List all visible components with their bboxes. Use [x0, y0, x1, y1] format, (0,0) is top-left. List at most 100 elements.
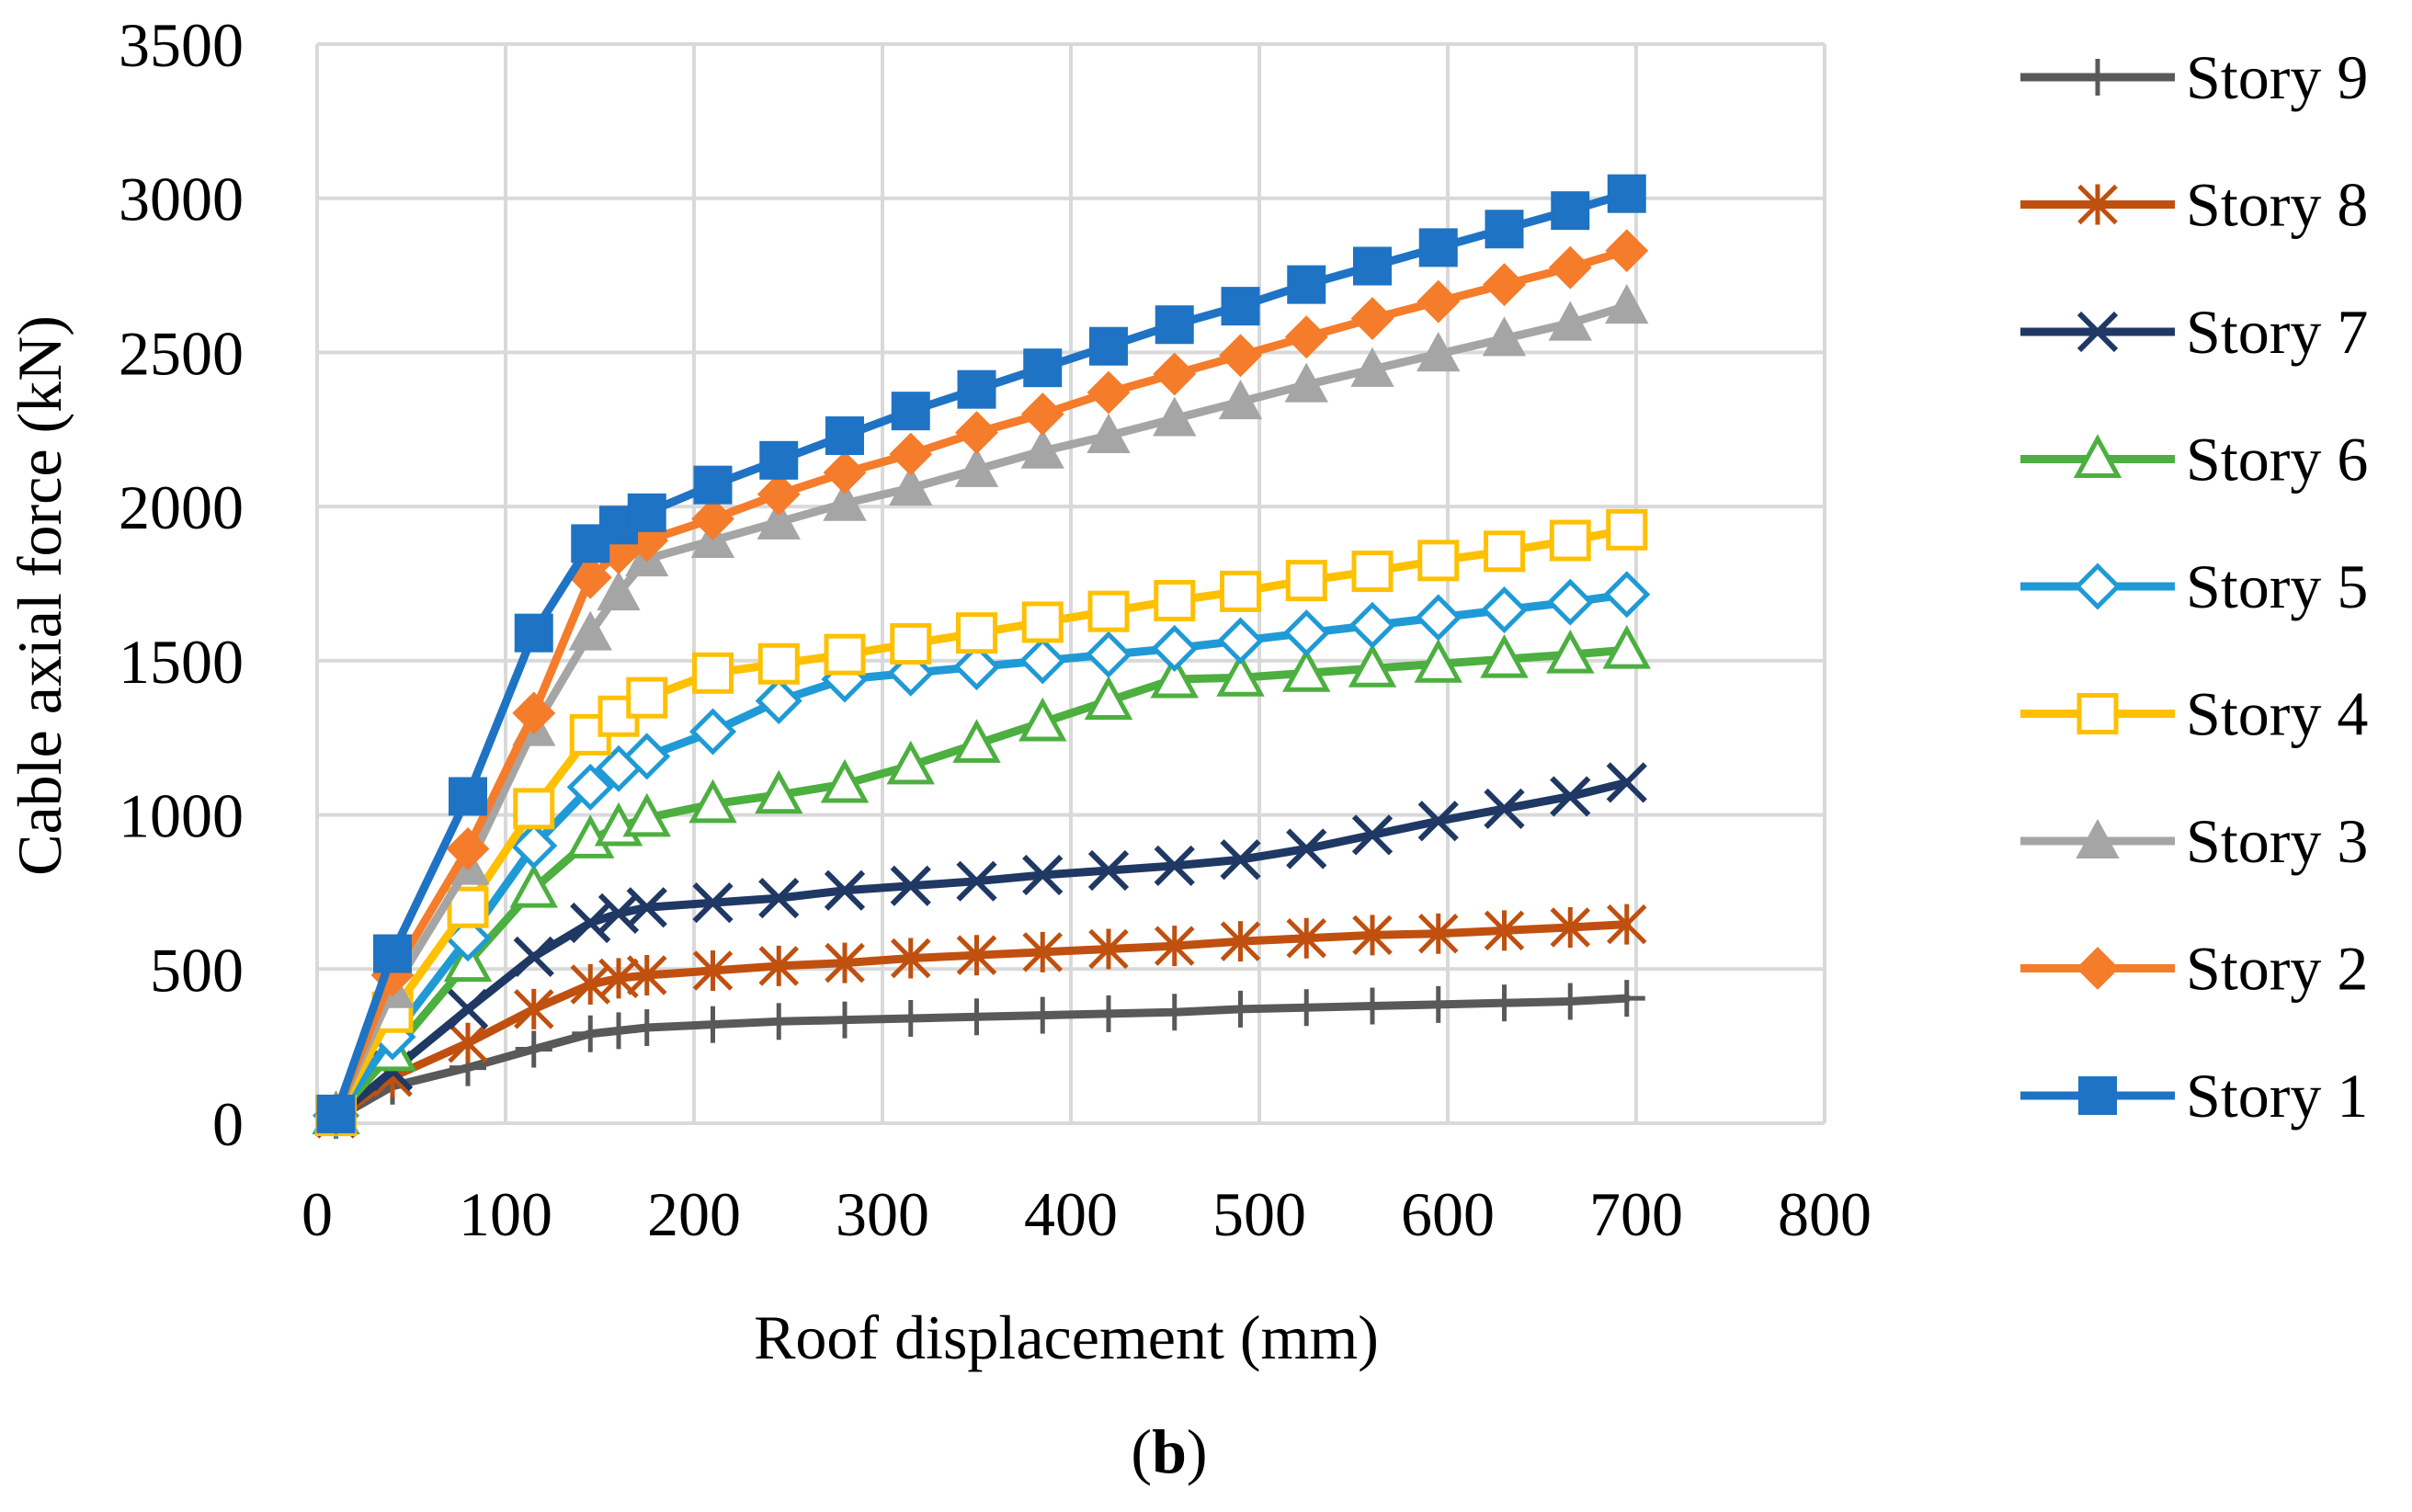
data-point-story-7 — [1154, 845, 1195, 887]
data-point-story-2 — [955, 411, 998, 455]
series-story-7 — [315, 762, 1647, 1138]
y-tick-label: 1000 — [119, 781, 244, 851]
data-point-story-5 — [1546, 578, 1594, 626]
data-point-story-9 — [1288, 989, 1325, 1027]
legend-item-story-9: Story 9 — [2020, 42, 2368, 112]
legend-marker — [2076, 947, 2120, 990]
data-point-story-8 — [956, 935, 997, 976]
data-point-story-8 — [1154, 926, 1195, 967]
data-point-story-3 — [1605, 284, 1649, 324]
data-point-story-7 — [890, 865, 931, 906]
data-point-story-4 — [1351, 551, 1394, 593]
data-point-story-8 — [513, 988, 554, 1029]
y-tick-label: 0 — [212, 1089, 244, 1159]
legend-marker — [2076, 311, 2119, 353]
data-point-story-7 — [1022, 854, 1064, 896]
data-point-story-7 — [1220, 839, 1261, 881]
x-tick-label: 800 — [1778, 1179, 1872, 1249]
data-point-story-2 — [446, 827, 490, 870]
legend-label: Story 3 — [2186, 806, 2368, 876]
data-point-story-2 — [1416, 279, 1461, 324]
caption-open-paren: ( — [1131, 1416, 1152, 1486]
data-point-story-8 — [1088, 928, 1129, 970]
legend-item-story-3: Story 3 — [2020, 806, 2368, 876]
data-point-story-9 — [628, 1009, 666, 1047]
data-point-story-5 — [1018, 637, 1066, 685]
data-point-story-3 — [1218, 380, 1263, 420]
x-tick-label: 200 — [647, 1179, 741, 1249]
data-point-story-5 — [755, 676, 802, 724]
data-point-story-5 — [688, 708, 737, 756]
data-point-story-6 — [1602, 624, 1651, 669]
data-point-story-1 — [1089, 326, 1128, 366]
data-point-story-9 — [1485, 984, 1523, 1022]
y-tick-label: 3500 — [119, 10, 244, 80]
y-tick-label: 1500 — [119, 627, 244, 697]
data-point-story-7 — [570, 902, 611, 944]
data-point-story-1 — [373, 934, 412, 973]
legend-label: Story 8 — [2186, 170, 2368, 240]
data-point-story-8 — [448, 1022, 488, 1063]
legend-item-story-6: Story 6 — [2020, 425, 2368, 495]
data-point-story-6 — [755, 769, 803, 814]
data-point-story-2 — [823, 450, 867, 495]
data-point-story-9 — [1024, 996, 1062, 1034]
data-point-story-9 — [1222, 990, 1259, 1028]
data-point-story-4 — [626, 676, 668, 719]
data-point-story-1 — [1607, 174, 1646, 213]
x-tick-label: 500 — [1212, 1179, 1306, 1249]
y-axis-title: Cable axial force (kN) — [5, 315, 74, 876]
legend-marker — [2076, 693, 2119, 734]
data-point-story-8 — [1606, 904, 1647, 945]
data-point-story-1 — [891, 392, 930, 431]
legend-label: Story 2 — [2186, 934, 2368, 1004]
x-tick-label: 600 — [1401, 1179, 1495, 1249]
data-point-story-1 — [1485, 210, 1524, 249]
data-point-story-4 — [1021, 601, 1064, 643]
caption-letter: b — [1152, 1416, 1187, 1486]
legend-marker — [2078, 1076, 2117, 1115]
data-point-story-1 — [627, 493, 666, 532]
data-point-story-3 — [1482, 316, 1527, 357]
data-point-story-4 — [757, 642, 800, 685]
data-point-story-8 — [692, 949, 734, 991]
data-point-story-8 — [1550, 907, 1591, 949]
data-point-story-3 — [1548, 301, 1592, 341]
data-point-story-4 — [956, 612, 997, 654]
data-point-story-7 — [758, 878, 800, 919]
series-story-1 — [316, 174, 1646, 1133]
data-point-story-8 — [1484, 910, 1525, 951]
figure-caption: (b) — [1131, 1416, 1207, 1486]
series-line-story-8 — [332, 920, 1632, 1123]
data-point-story-4 — [1220, 570, 1261, 612]
legend-marker — [2079, 59, 2116, 96]
series-story-4 — [315, 508, 1648, 1137]
legend-item-story-8: Story 8 — [2020, 170, 2368, 240]
data-point-story-2 — [1219, 334, 1262, 378]
data-point-story-9 — [600, 1012, 637, 1050]
data-point-story-1 — [1023, 348, 1063, 388]
legend-marker — [2076, 818, 2120, 858]
data-point-story-5 — [1603, 571, 1651, 619]
data-point-story-1 — [1287, 265, 1326, 304]
data-point-story-2 — [1350, 297, 1394, 340]
data-point-story-6 — [952, 719, 1001, 763]
data-point-story-2 — [889, 432, 933, 476]
data-point-story-3 — [568, 610, 612, 651]
data-point-story-2 — [1548, 245, 1592, 290]
data-point-story-9 — [760, 1003, 798, 1040]
data-point-story-5 — [566, 763, 614, 811]
data-point-story-2 — [1483, 263, 1526, 307]
legend-label: Story 7 — [2186, 297, 2368, 367]
data-point-story-4 — [890, 622, 932, 665]
data-point-story-3 — [823, 481, 867, 521]
data-point-story-1 — [514, 613, 553, 653]
data-point-story-5 — [1216, 617, 1265, 665]
data-point-story-6 — [1480, 633, 1529, 678]
data-point-story-3 — [1153, 396, 1197, 437]
series-line-story-3 — [332, 301, 1632, 1119]
data-point-story-4 — [1484, 530, 1525, 573]
y-tick-label: 3000 — [119, 165, 244, 234]
